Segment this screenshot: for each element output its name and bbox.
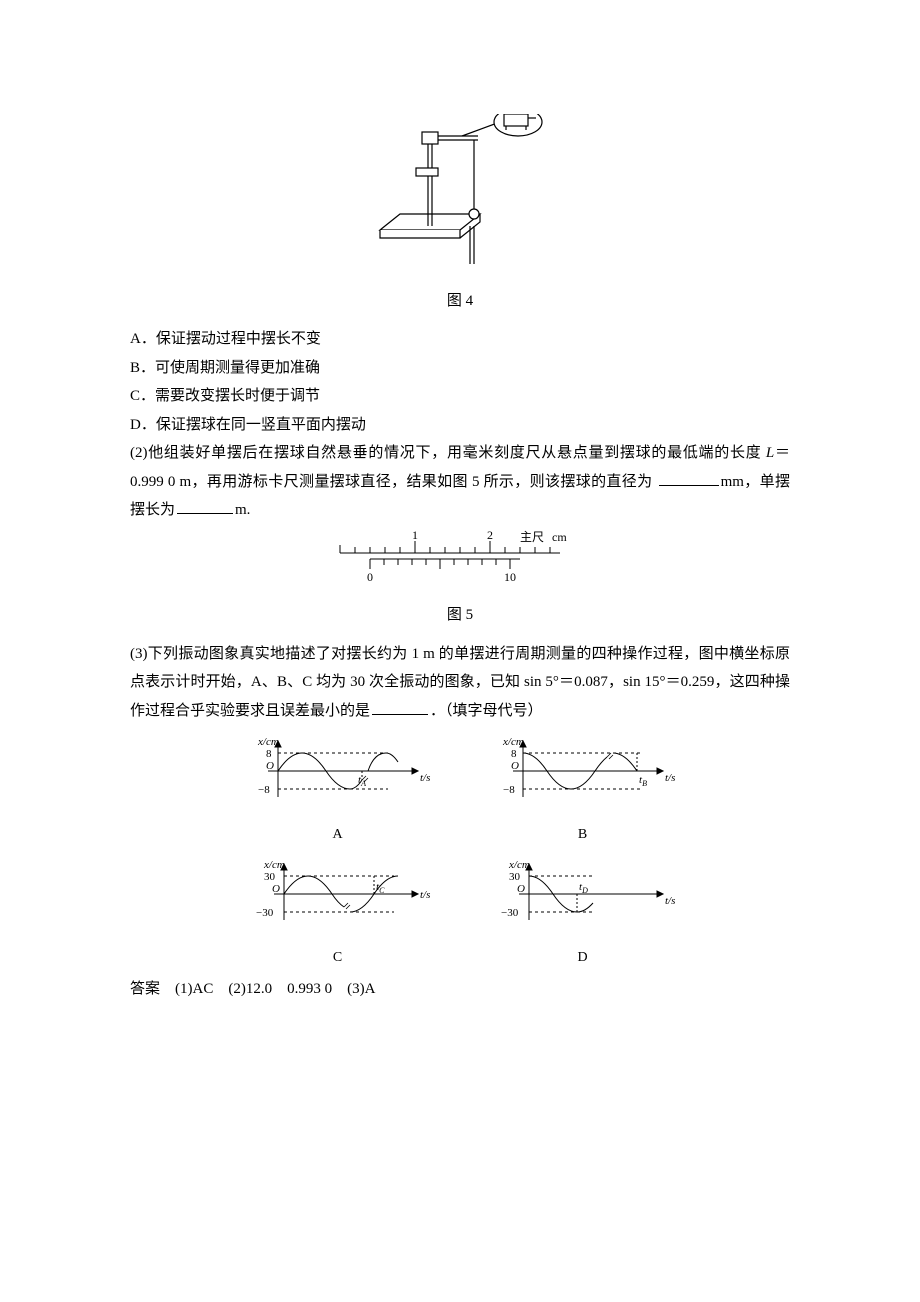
plotD-xlabel: t/s: [665, 895, 675, 907]
plotC-tc: tC: [376, 881, 385, 895]
main-tick-2: 2: [487, 529, 493, 542]
plotC-namp: −30: [256, 907, 274, 919]
blank-diameter: [659, 470, 719, 486]
plotC-amp: 30: [264, 871, 276, 883]
figure4-caption: 图 4: [130, 287, 790, 316]
plotA-ylabel: x/cm: [257, 736, 279, 748]
page: 图 4 A．保证摆动过程中摆长不变 B．可使周期测量得更加准确 C．需要改变摆长…: [0, 0, 920, 1302]
blank-length: [177, 498, 233, 514]
plotB-namp: −8: [503, 784, 515, 796]
option-b: B．可使周期测量得更加准确: [130, 354, 790, 383]
q3-text: (3)下列振动图象真实地描述了对摆长约为 1 m 的单摆进行周期测量的四种操作过…: [130, 640, 790, 726]
option-a: A．保证摆动过程中摆长不变: [130, 325, 790, 354]
vernier-tick-0: 0: [367, 570, 373, 584]
plot-c: x/cm 30 −30 O t/s tC C: [230, 854, 445, 971]
plotD-amp: 30: [509, 871, 521, 883]
plotC-xlabel: t/s: [420, 889, 430, 901]
answer-1: (1)AC: [175, 981, 213, 997]
plotB-amp: 8: [511, 748, 517, 760]
q2-unit2: m.: [235, 502, 250, 518]
main-unit: cm: [552, 530, 567, 544]
plotA-O: O: [266, 760, 274, 772]
vernier-figure: 1 2 主尺 cm 0 10: [130, 529, 790, 600]
plot-a: x/cm 8 −8 O t/s tA A: [230, 731, 445, 848]
apparatus-figure: [130, 114, 790, 285]
plotC-label: C: [230, 945, 445, 972]
plotC-O: O: [272, 883, 280, 895]
plotA-namp: −8: [258, 784, 270, 796]
option-c: C．需要改变摆长时便于调节: [130, 382, 790, 411]
plotD-ylabel: x/cm: [508, 859, 530, 871]
plotD-label: D: [475, 945, 690, 972]
plotD-namp: −30: [501, 907, 519, 919]
plotD-td: tD: [579, 881, 588, 895]
plotB-label: B: [475, 822, 690, 849]
plotB-tb: tB: [639, 774, 647, 788]
plotA-xlabel: t/s: [420, 772, 430, 784]
answer-3: (3)A: [347, 981, 375, 997]
plotD-O: O: [517, 883, 525, 895]
plot-d: x/cm 30 −30 O t/s tD D: [475, 854, 690, 971]
plotA-amp: 8: [266, 748, 272, 760]
answer-2: (2)12.0 0.993 0: [228, 981, 332, 997]
main-tick-1: 1: [412, 529, 418, 542]
plotB-xlabel: t/s: [665, 772, 675, 784]
option-d: D．保证摆球在同一竖直平面内摆动: [130, 411, 790, 440]
plot-b: x/cm 8 −8 O t/s tB B: [475, 731, 690, 848]
q2-text: (2)他组装好单摆后在摆球自然悬垂的情况下，用毫米刻度尺从悬点量到摆球的最低端的…: [130, 439, 790, 525]
main-label: 主尺: [520, 530, 544, 544]
answer-line: 答案 (1)AC (2)12.0 0.993 0 (3)A: [130, 975, 790, 1004]
plots-grid: x/cm 8 −8 O t/s tA A: [230, 731, 690, 971]
vernier-tick-10: 10: [504, 570, 516, 584]
blank-answer3: [372, 699, 428, 715]
q2-L: L: [766, 445, 774, 461]
q2-prefix: (2)他组装好单摆后在摆球自然悬垂的情况下，用毫米刻度尺从悬点量到摆球的最低端的…: [130, 445, 761, 461]
plotC-ylabel: x/cm: [263, 859, 285, 871]
q3-b: ．（填字母代号）: [430, 703, 543, 719]
apparatus-svg: [370, 114, 550, 274]
plotB-ylabel: x/cm: [502, 736, 524, 748]
figure5-caption: 图 5: [130, 601, 790, 630]
vernier-svg: 1 2 主尺 cm 0 10: [320, 529, 600, 589]
answer-label: 答案: [130, 981, 160, 997]
plotA-label: A: [230, 822, 445, 849]
plotB-O: O: [511, 760, 519, 772]
